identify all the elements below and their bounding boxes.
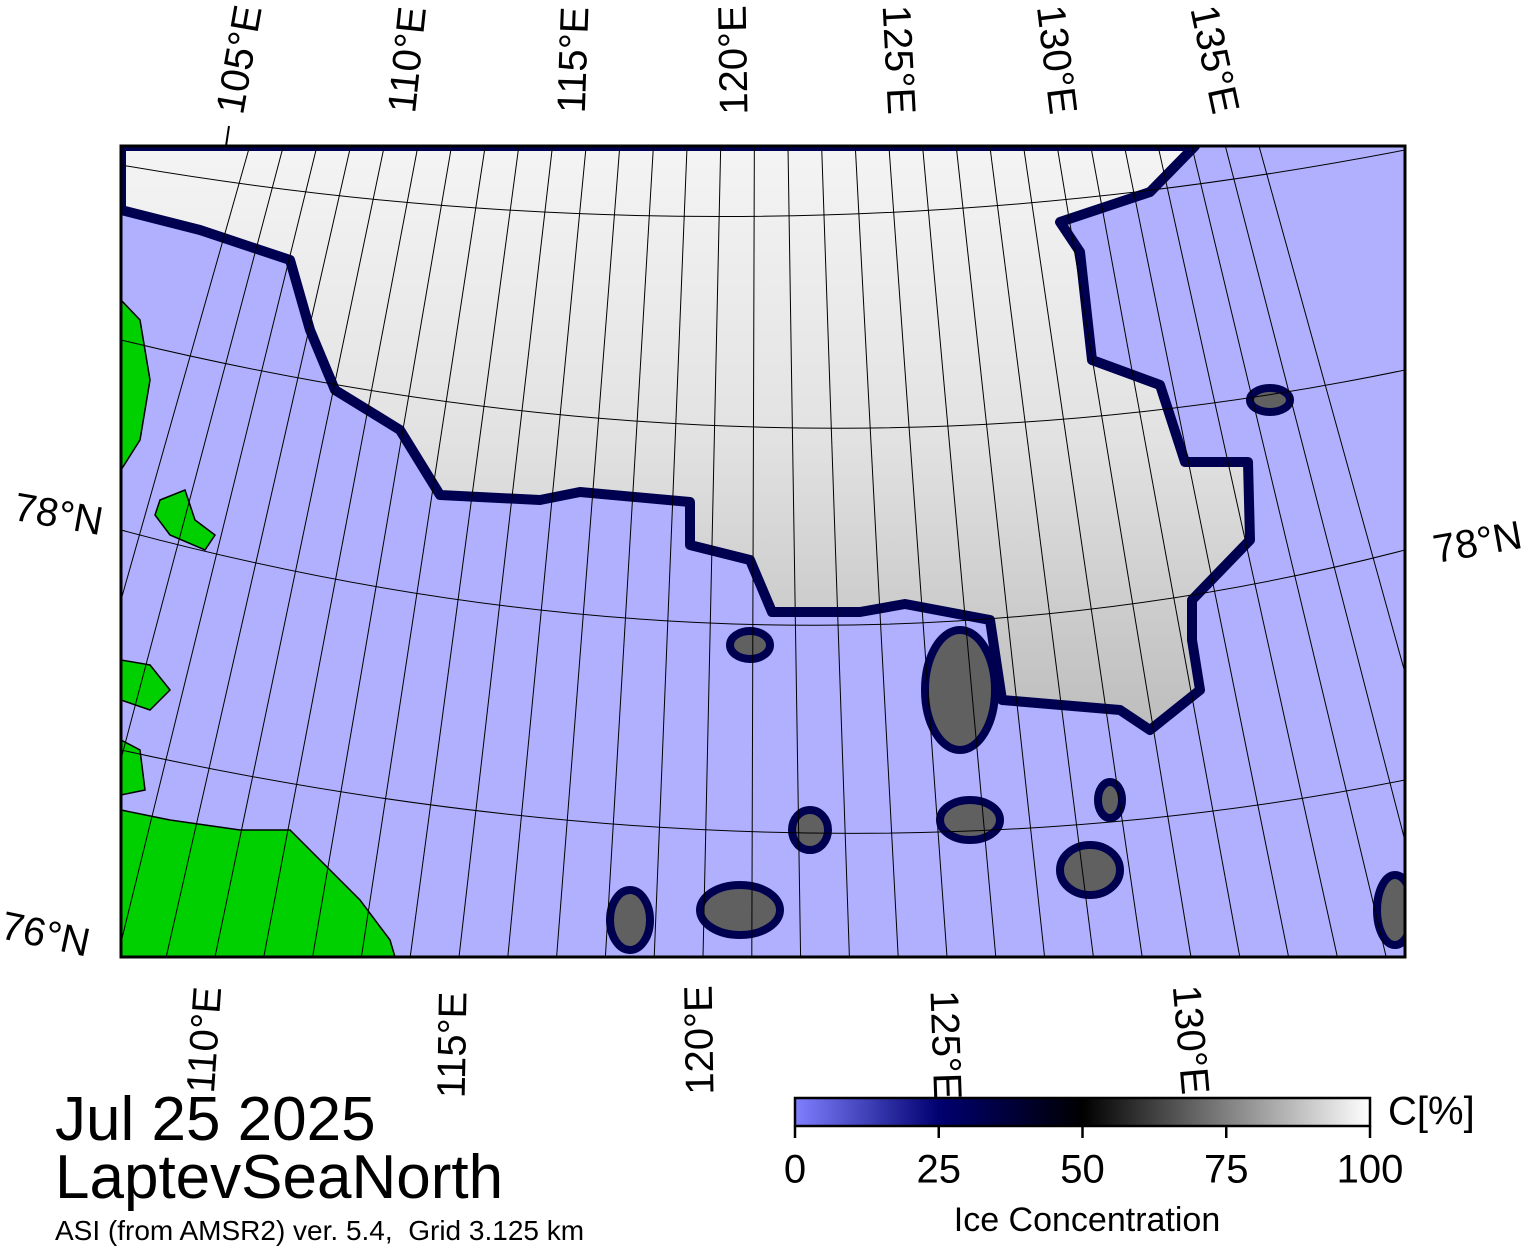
meridian xyxy=(787,146,802,957)
land xyxy=(121,298,396,957)
meridian xyxy=(1224,146,1405,843)
map-frame xyxy=(119,144,1407,959)
caption: Jul 25 2025 LaptevSeaNorth ASI (from AMS… xyxy=(55,1085,584,1246)
colorbar-tick-label: 0 xyxy=(784,1148,806,1192)
meridian xyxy=(751,146,755,957)
source-note: ASI (from AMSR2) ver. 5.4, Grid 3.125 km xyxy=(55,1215,584,1246)
meridian xyxy=(1258,146,1405,675)
region-name: LaptevSeaNorth xyxy=(55,1143,503,1212)
meridian xyxy=(214,146,385,957)
meridian xyxy=(556,146,621,957)
meridian xyxy=(1191,146,1387,957)
meridian xyxy=(604,146,654,957)
lat-label: 78°N xyxy=(1430,513,1526,572)
lat-label: 76°N xyxy=(0,904,94,966)
tick xyxy=(225,125,230,147)
meridian xyxy=(821,146,850,957)
meridian xyxy=(702,146,722,957)
lon-label: 130°E xyxy=(1164,983,1217,1096)
colorbar-tick-label: 25 xyxy=(917,1148,962,1192)
colorbar-tick-label: 75 xyxy=(1204,1148,1249,1192)
date: Jul 25 2025 xyxy=(55,1085,376,1154)
meridian xyxy=(507,146,587,957)
meridian xyxy=(653,146,688,957)
lon-label: 115°E xyxy=(430,991,476,1098)
meridian xyxy=(955,146,1046,957)
lon-label: 120°E xyxy=(677,985,723,1095)
meridian xyxy=(888,146,948,957)
meridian xyxy=(360,146,486,957)
colorbar: C[%] Ice Concentration 0 25 50 75 100 xyxy=(784,1090,1475,1239)
meridian xyxy=(1056,146,1192,957)
colorbar-label: Ice Concentration xyxy=(954,1201,1221,1239)
top-longitude-labels: 105°E 110°E 115°E 120°E 125°E 130°E 135°… xyxy=(208,1,1247,147)
colorbar-tick-label: 50 xyxy=(1060,1148,1105,1192)
map-area xyxy=(121,146,1405,957)
graticule xyxy=(121,146,1405,957)
lon-label: 125°E xyxy=(874,4,924,116)
meridian xyxy=(1090,146,1241,957)
bottom-longitude-labels: 110°E 115°E 120°E 125°E 130°E xyxy=(179,983,1217,1100)
meridian xyxy=(312,146,453,957)
lon-label: 120°E xyxy=(711,5,757,115)
lon-label: 110°E xyxy=(179,985,230,1094)
lon-label: 125°E xyxy=(922,989,970,1100)
lat-label: 78°N xyxy=(11,485,107,544)
meridian xyxy=(1157,146,1338,957)
colorbar-tick-label: 100 xyxy=(1337,1148,1404,1192)
meridian xyxy=(121,146,251,602)
lon-label: 110°E xyxy=(380,5,435,115)
meridian xyxy=(854,146,899,957)
meridian xyxy=(263,146,419,957)
meridian xyxy=(458,146,553,957)
colorbar-scale xyxy=(793,1096,1372,1128)
meridian xyxy=(121,146,284,762)
meridian xyxy=(922,146,997,957)
meridian xyxy=(165,146,352,957)
meridian xyxy=(989,146,1094,957)
meridian xyxy=(1123,146,1290,957)
ice-patches xyxy=(606,384,1405,954)
lon-label: 135°E xyxy=(1181,1,1247,117)
sea-ice xyxy=(121,146,1255,735)
lon-label: 115°E xyxy=(550,6,598,114)
meridian xyxy=(121,146,318,945)
colorbar-unit: C[%] xyxy=(1388,1090,1475,1134)
lon-label: 130°E xyxy=(1028,3,1085,117)
meridian xyxy=(409,146,520,957)
meridian xyxy=(1022,146,1143,957)
lon-label: 105°E xyxy=(208,2,270,117)
